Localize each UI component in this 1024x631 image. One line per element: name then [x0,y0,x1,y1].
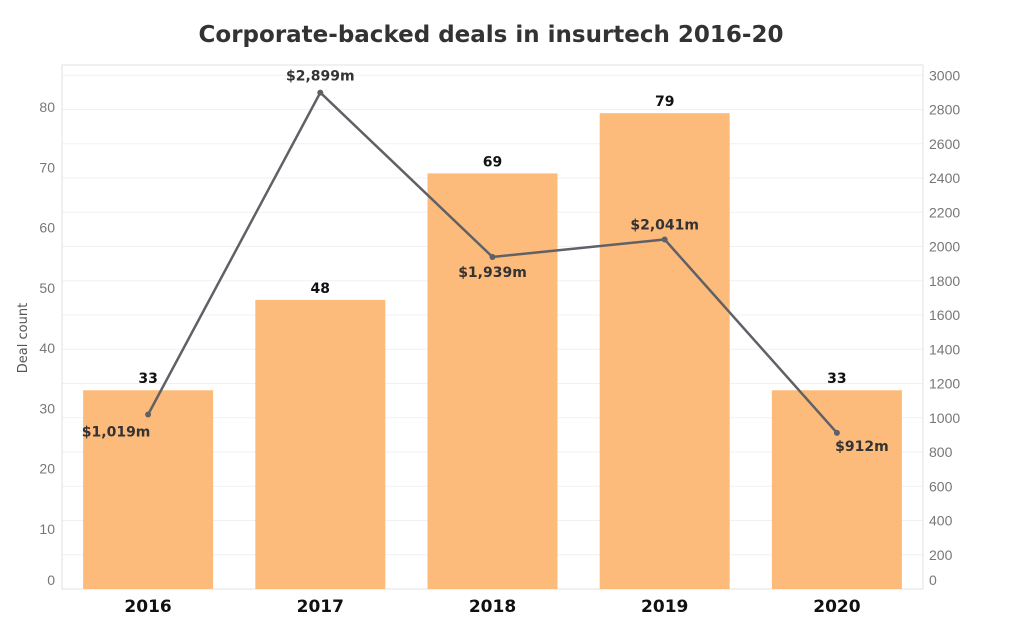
y2-tick-label: 2600 [929,136,960,152]
y2-tick-label: 3000 [929,67,960,83]
y-tick-label: 30 [39,400,55,416]
bar-data-label: 79 [655,94,674,110]
line-point [317,89,324,96]
x-tick-label: 2018 [469,597,516,617]
y-tick-label: 10 [39,521,55,537]
right-axis: 0 200 400 600 800 1000 1200 1400 1600 1800 2000 220… [929,67,960,588]
bar-data-label: 48 [311,281,330,297]
bar [255,299,386,589]
line-data-label: $1,019m [82,425,151,441]
y2-tick-label: 800 [929,444,953,460]
y-tick-label: 20 [39,461,55,477]
y2-tick-label: 1800 [929,273,960,289]
y2-tick-label: 1600 [929,307,960,323]
bar [83,390,214,589]
y2-tick-label: 2800 [929,102,960,118]
y2-tick-label: 200 [929,547,953,563]
y2-tick-label: 1200 [929,376,960,392]
x-tick-label: 2019 [641,597,688,617]
x-tick-label: 2017 [297,597,344,617]
line-point [661,236,668,243]
y2-tick-label: 0 [929,572,937,588]
y-tick-label: 50 [39,280,55,296]
bar [427,173,558,589]
x-tick-label: 2016 [124,597,171,617]
bar [599,113,730,590]
x-axis: 2016 2017 2018 2019 2020 [124,597,860,617]
y2-tick-label: 1400 [929,341,960,357]
line-data-label: $1,939m [458,265,527,281]
bar-data-label: 33 [138,371,157,387]
y2-tick-label: 600 [929,478,953,494]
line-point [833,429,840,436]
y2-tick-label: 400 [929,513,953,529]
bar [771,390,902,589]
y2-tick-label: 2000 [929,239,960,255]
y-tick-label: 70 [39,159,55,175]
bar-data-label: 33 [827,371,846,387]
x-tick-label: 2020 [813,597,860,617]
y2-tick-label: 1000 [929,410,960,426]
y-axis-label: Deal count [16,303,31,373]
line-series: $1,019m $2,899m $1,939m $2,041m $912m [82,69,889,455]
y2-tick-label: 2400 [929,170,960,186]
bar-series: 33 48 69 79 33 [83,94,902,590]
chart-title: Corporate-backed deals in insurtech 2016… [199,22,784,48]
y-tick-label: 40 [39,340,55,356]
line-data-label: $2,041m [630,217,699,233]
line-data-label: $2,899m [286,69,355,85]
y2-tick-label: 2200 [929,204,960,220]
line-point [489,253,496,260]
line-point [145,411,152,418]
bar-data-label: 69 [483,154,502,170]
line-data-label: $912m [835,439,889,455]
y-tick-label: 60 [39,220,55,236]
y-tick-label: 0 [47,572,55,588]
left-axis: 0 10 20 30 40 50 60 70 80 [39,99,55,588]
y-tick-label: 80 [39,99,55,115]
